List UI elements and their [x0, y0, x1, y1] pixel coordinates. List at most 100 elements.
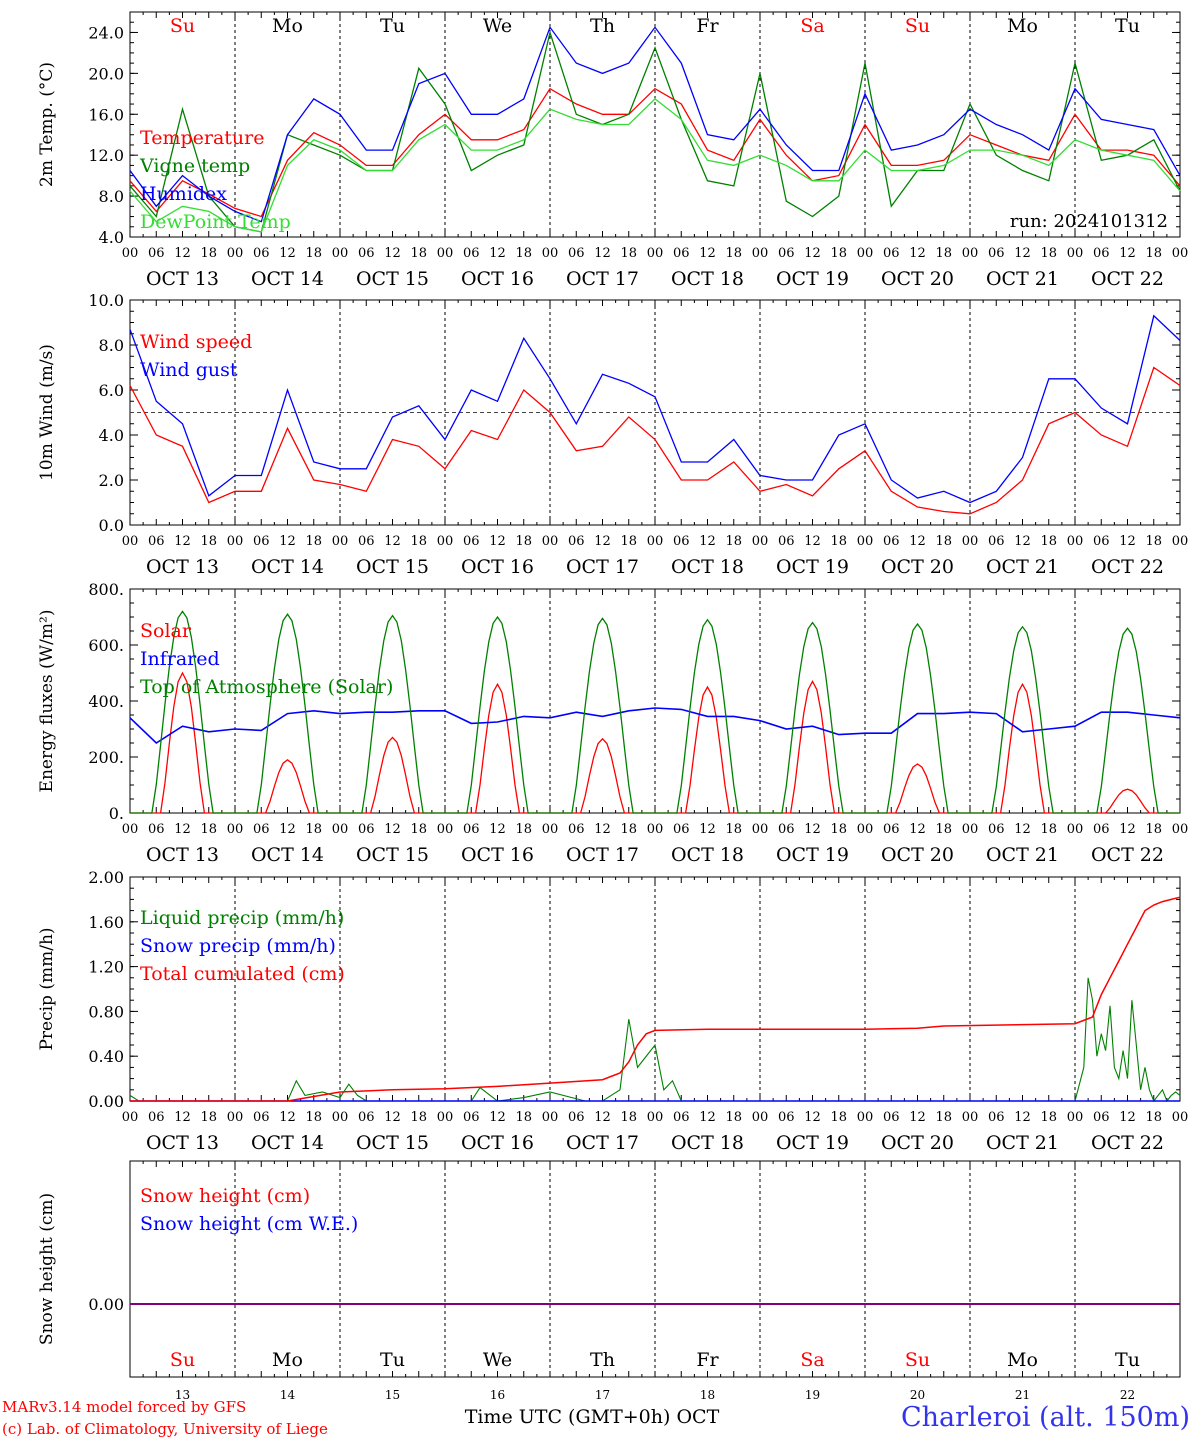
y-tick-label: 200. [88, 748, 124, 767]
date-label: OCT 20 [881, 556, 954, 578]
hour-tick-label: 06 [1093, 1110, 1110, 1125]
hour-tick-label: 06 [148, 534, 165, 549]
hour-tick-label: 06 [568, 1110, 585, 1125]
hour-tick-label: 06 [1093, 534, 1110, 549]
hour-tick-label: 00 [647, 246, 664, 261]
hour-tick-label: 18 [305, 534, 322, 549]
weekday-label: Su [905, 1349, 930, 1371]
weekday-label: Mo [272, 1349, 303, 1371]
date-label: OCT 19 [776, 844, 849, 866]
hour-tick-label: 12 [489, 822, 506, 837]
legend-entry: Snow height (cm) [140, 1185, 310, 1207]
hour-tick-label: 12 [804, 822, 821, 837]
hour-tick-label: 12 [1014, 822, 1031, 837]
hour-tick-label: 00 [1172, 1110, 1189, 1125]
hour-tick-label: 00 [227, 246, 244, 261]
date-label: OCT 19 [776, 268, 849, 290]
hour-tick-label: 18 [1040, 1110, 1057, 1125]
hour-tick-label: 18 [725, 822, 742, 837]
hour-tick-label: 12 [594, 1110, 611, 1125]
y-tick-label: 4.0 [99, 228, 124, 247]
hour-tick-label: 06 [883, 246, 900, 261]
hour-tick-label: 12 [279, 822, 296, 837]
hour-tick-label: 12 [1119, 822, 1136, 837]
weekday-label: Fr [696, 15, 719, 37]
hour-tick-label: 06 [463, 246, 480, 261]
day-number-label: 15 [385, 1388, 400, 1402]
hour-tick-label: 00 [647, 534, 664, 549]
hour-tick-label: 18 [620, 534, 637, 549]
footer: MARv3.14 model forced by GFS (c) Lab. of … [2, 1398, 1190, 1438]
weekday-label: Mo [1007, 15, 1038, 37]
hour-tick-label: 18 [1040, 534, 1057, 549]
hour-tick-label: 18 [410, 246, 427, 261]
series-wind-gust [129, 314, 1181, 504]
hour-tick-label: 00 [857, 822, 874, 837]
date-label: OCT 21 [986, 1132, 1059, 1154]
hour-tick-label: 06 [673, 1110, 690, 1125]
y-axis-label: Snow height (cm) [37, 1193, 57, 1345]
weekday-label: Tu [1115, 15, 1140, 37]
hour-tick-label: 12 [699, 534, 716, 549]
hour-tick-label: 12 [384, 1110, 401, 1125]
y-tick-label: 0.0 [99, 516, 124, 535]
legend-entry: DewPoint Temp [140, 211, 291, 233]
hour-tick-label: 12 [1119, 534, 1136, 549]
panel-wind: 0.0 2.0 4.0 6.0 8.0 10.0 10m Wind (m/s) Wind sp… [37, 291, 1188, 578]
series-top-of-atmosphere-solar- [130, 610, 1180, 814]
y-axis-label: 10m Wind (m/s) [37, 344, 57, 481]
date-label: OCT 14 [251, 268, 324, 290]
hour-tick-label: 00 [962, 534, 979, 549]
date-label: OCT 15 [356, 556, 429, 578]
legend-entry: Humidex [140, 183, 227, 205]
plot-frame [129, 588, 1181, 814]
hour-tick-label: 12 [594, 246, 611, 261]
weekday-label: Su [905, 15, 930, 37]
hour-tick-label: 06 [883, 1110, 900, 1125]
hour-tick-label: 00 [542, 534, 559, 549]
y-tick-label: 8.0 [99, 336, 124, 355]
hour-tick-label: 18 [305, 246, 322, 261]
hour-tick-label: 12 [489, 534, 506, 549]
series-liquid-precip-tail [1074, 977, 1181, 1103]
hour-tick-label: 18 [830, 1110, 847, 1125]
hour-tick-label: 06 [358, 246, 375, 261]
hour-tick-label: 00 [122, 246, 139, 261]
date-label: OCT 18 [671, 268, 744, 290]
y-tick-label: 0.40 [88, 1047, 124, 1066]
legend-entry: Infrared [140, 648, 220, 670]
hour-tick-label: 00 [962, 246, 979, 261]
date-label: OCT 16 [461, 268, 534, 290]
date-label: OCT 19 [776, 556, 849, 578]
hour-tick-label: 00 [647, 1110, 664, 1125]
hour-tick-label: 18 [935, 534, 952, 549]
hour-tick-label: 18 [410, 822, 427, 837]
hour-tick-label: 18 [830, 534, 847, 549]
day-number-label: 18 [700, 1388, 715, 1402]
hour-tick-label: 12 [1119, 246, 1136, 261]
date-label: OCT 13 [146, 1132, 219, 1154]
date-label: OCT 22 [1091, 844, 1164, 866]
hour-tick-label: 18 [935, 1110, 952, 1125]
hour-tick-label: 12 [594, 534, 611, 549]
date-label: OCT 22 [1091, 268, 1164, 290]
hour-tick-label: 00 [1172, 534, 1189, 549]
hour-tick-label: 00 [1067, 822, 1084, 837]
series-humidex [129, 25, 1181, 223]
date-label: OCT 18 [671, 844, 744, 866]
hour-tick-label: 12 [1014, 1110, 1031, 1125]
legend-entry: Temperature [140, 127, 264, 149]
hour-tick-label: 00 [227, 822, 244, 837]
weekday-label: Su [170, 15, 195, 37]
y-tick-label: 2.0 [99, 471, 124, 490]
hour-tick-label: 00 [1067, 534, 1084, 549]
hour-tick-label: 18 [725, 534, 742, 549]
y-tick-label: 12.0 [88, 146, 124, 165]
x-axis-label: Time UTC (GMT+0h) OCT [465, 1406, 720, 1428]
series-total-cumulated-cm- [130, 896, 1181, 1102]
hour-tick-label: 06 [358, 534, 375, 549]
hour-tick-label: 12 [174, 822, 191, 837]
hour-tick-label: 18 [200, 822, 217, 837]
hour-tick-label: 00 [1067, 246, 1084, 261]
